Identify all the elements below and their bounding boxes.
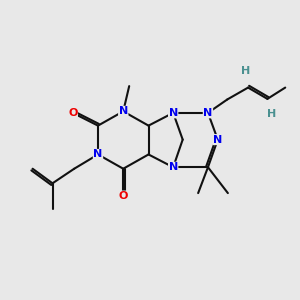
Text: N: N <box>203 108 213 118</box>
Text: N: N <box>169 162 178 172</box>
Text: N: N <box>169 108 178 118</box>
Text: O: O <box>118 191 128 201</box>
Text: H: H <box>241 66 250 76</box>
Text: H: H <box>267 109 277 119</box>
Text: N: N <box>93 149 103 160</box>
Text: O: O <box>68 108 77 118</box>
Text: N: N <box>118 106 128 116</box>
Text: N: N <box>213 135 222 145</box>
